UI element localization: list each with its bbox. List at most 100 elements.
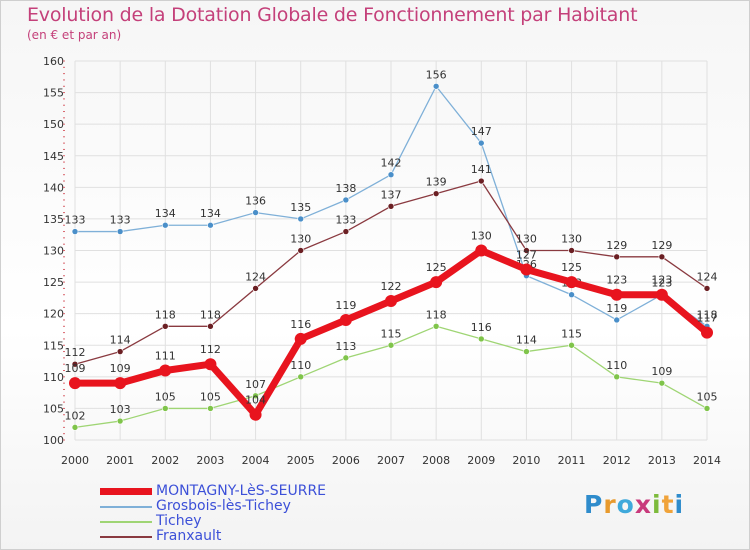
data-label-franxault: 118 <box>155 308 176 321</box>
x-tick-label: 2012 <box>603 454 631 467</box>
data-point-montagny-l-s-seurre <box>69 377 81 390</box>
data-label-grosbois-l-s-tichey: 133 <box>110 214 131 227</box>
data-label-grosbois-l-s-tichey: 133 <box>65 214 86 227</box>
data-point-grosbois-l-s-tichey <box>568 291 575 299</box>
data-label-montagny-l-s-seurre: 122 <box>381 280 402 293</box>
data-point-franxault <box>568 247 575 254</box>
data-label-tichey: 107 <box>245 378 266 391</box>
y-tick-label: 115 <box>43 339 64 352</box>
data-label-tichey: 102 <box>65 409 86 422</box>
data-label-franxault: 133 <box>335 214 356 227</box>
data-label-grosbois-l-s-tichey: 118 <box>697 308 718 321</box>
data-point-franxault <box>703 285 711 292</box>
data-label-montagny-l-s-seurre: 104 <box>245 394 266 407</box>
data-point-tichey <box>71 424 79 431</box>
y-tick-label: 105 <box>43 402 64 415</box>
data-label-franxault: 118 <box>200 308 221 321</box>
data-label-montagny-l-s-seurre: 123 <box>606 274 627 287</box>
data-point-montagny-l-s-seurre <box>430 276 443 289</box>
data-label-montagny-l-s-seurre: 119 <box>335 299 356 312</box>
data-label-montagny-l-s-seurre: 123 <box>651 274 672 287</box>
y-tick-label: 120 <box>43 308 64 321</box>
data-point-tichey <box>523 348 530 355</box>
data-point-montagny-l-s-seurre <box>385 295 397 308</box>
data-label-franxault: 141 <box>471 163 492 176</box>
data-point-montagny-l-s-seurre <box>475 244 488 257</box>
x-tick-label: 2004 <box>242 454 270 467</box>
data-label-montagny-l-s-seurre: 109 <box>65 362 86 375</box>
data-point-tichey <box>297 373 305 381</box>
data-label-franxault: 114 <box>110 334 131 347</box>
data-label-tichey: 113 <box>335 340 356 353</box>
x-tick-label: 2000 <box>61 454 89 467</box>
data-point-franxault <box>387 202 395 210</box>
x-tick-label: 2002 <box>151 454 179 467</box>
data-point-grosbois-l-s-tichey <box>161 221 169 229</box>
data-point-grosbois-l-s-tichey <box>71 228 79 235</box>
data-point-montagny-l-s-seurre <box>249 408 262 421</box>
chart-title: Evolution de la Dotation Globale de Fonc… <box>27 4 638 26</box>
data-label-tichey: 116 <box>471 321 492 334</box>
data-label-tichey: 110 <box>290 359 311 372</box>
data-label-grosbois-l-s-tichey: 147 <box>471 125 492 138</box>
data-label-montagny-l-s-seurre: 112 <box>200 343 221 356</box>
data-point-grosbois-l-s-tichey <box>252 209 259 216</box>
data-point-montagny-l-s-seurre <box>610 288 623 301</box>
data-point-grosbois-l-s-tichey <box>613 316 621 324</box>
data-label-grosbois-l-s-tichey: 142 <box>381 157 402 170</box>
data-label-montagny-l-s-seurre: 127 <box>516 248 537 261</box>
data-point-franxault <box>71 360 79 368</box>
data-point-tichey <box>658 379 666 387</box>
data-label-franxault: 112 <box>65 346 86 359</box>
legend-swatch-tichey <box>100 521 152 523</box>
y-tick-label: 150 <box>43 118 64 131</box>
y-tick-label: 160 <box>43 55 64 68</box>
data-label-franxault: 124 <box>697 270 718 283</box>
x-tick-label: 2005 <box>287 454 315 467</box>
x-tick-label: 2007 <box>377 454 405 467</box>
data-point-grosbois-l-s-tichey <box>116 228 124 235</box>
data-point-grosbois-l-s-tichey <box>387 171 395 178</box>
line-chart: 100 105 110 115 120 125 130 135 140 145 150 155 160 2… <box>43 55 721 467</box>
data-label-grosbois-l-s-tichey: 123 <box>651 277 672 290</box>
data-point-franxault <box>252 285 259 292</box>
data-label-tichey: 103 <box>110 403 131 416</box>
legend-item-tichey[interactable]: Tichey <box>100 513 360 529</box>
data-point-grosbois-l-s-tichey <box>207 221 214 229</box>
y-tick-label: 130 <box>43 245 64 258</box>
data-point-tichey <box>613 373 621 381</box>
x-tick-label: 2010 <box>512 454 540 467</box>
y-tick-label: 125 <box>43 276 64 289</box>
legend-swatch-grosbois <box>100 506 152 508</box>
data-label-tichey: 114 <box>516 334 537 347</box>
legend-label-franxault: Franxault <box>156 528 222 544</box>
data-label-tichey: 115 <box>381 327 402 340</box>
data-point-tichey <box>161 405 169 412</box>
legend-item-grosbois[interactable]: Grosbois-lès-Tichey <box>100 498 360 514</box>
data-label-montagny-l-s-seurre: 125 <box>561 261 582 274</box>
legend-label-grosbois: Grosbois-lès-Tichey <box>156 498 291 514</box>
legend-item-franxault[interactable]: Franxault <box>100 528 360 544</box>
data-label-franxault: 124 <box>245 270 266 283</box>
data-point-montagny-l-s-seurre <box>159 364 172 377</box>
data-point-montagny-l-s-seurre <box>114 377 127 390</box>
x-tick-label: 2014 <box>693 454 721 467</box>
data-point-franxault <box>613 253 621 261</box>
data-label-grosbois-l-s-tichey: 119 <box>606 302 627 315</box>
data-label-tichey: 105 <box>200 390 221 403</box>
x-tick-label: 2008 <box>422 454 450 467</box>
y-tick-label: 145 <box>43 150 64 163</box>
data-label-tichey: 105 <box>155 390 176 403</box>
data-point-tichey <box>387 341 395 349</box>
data-point-grosbois-l-s-tichey <box>297 215 305 223</box>
data-point-grosbois-l-s-tichey <box>477 139 485 147</box>
legend-label-tichey: Tichey <box>156 513 202 529</box>
data-label-grosbois-l-s-tichey: 156 <box>426 68 447 81</box>
legend-item-montagny[interactable]: MONTAGNY-LèS-SEURRE <box>100 483 360 499</box>
data-label-tichey: 110 <box>606 359 627 372</box>
data-label-franxault: 129 <box>651 239 672 252</box>
data-label-tichey: 105 <box>697 390 718 403</box>
data-label-franxault: 129 <box>606 239 627 252</box>
data-label-franxault: 139 <box>426 176 447 189</box>
data-label-tichey: 115 <box>561 327 582 340</box>
